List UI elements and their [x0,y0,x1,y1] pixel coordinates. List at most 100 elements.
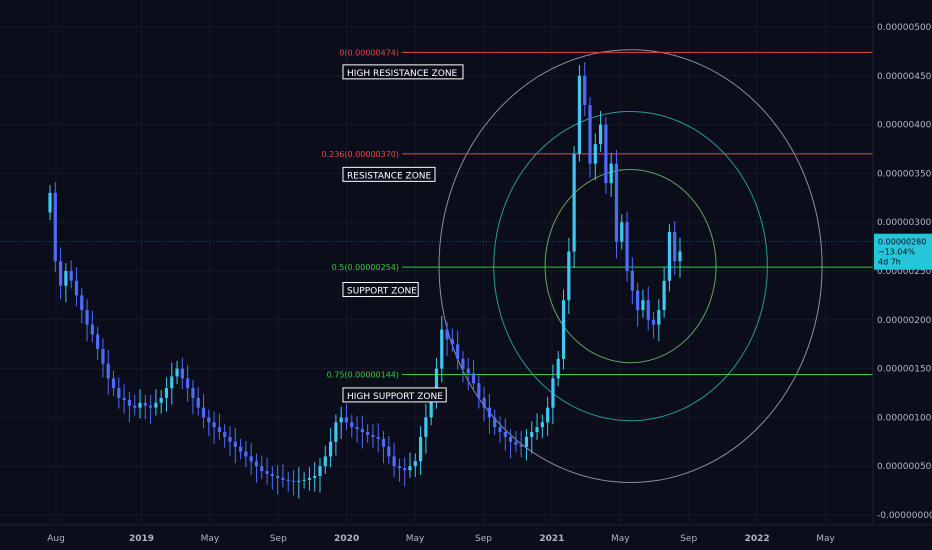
current-price-change: −13.04% [878,248,916,257]
price-tick-label: 0.00000350 [877,169,932,179]
candle-body [96,334,100,350]
candle-body [302,479,306,481]
candle-body [646,300,650,320]
candle-body [318,466,322,476]
fib-circle-inner [544,169,717,364]
candle-body [503,432,507,437]
candle-body [556,358,560,379]
candle-body [260,466,264,472]
candle-body [530,432,534,437]
candle-body [249,456,253,462]
candle-body [418,436,423,462]
candle-body [614,163,619,242]
candle-body [429,397,433,418]
candle-body [487,407,492,418]
candle-body [286,479,290,481]
zone-label: RESISTANCE ZONE [347,171,432,181]
time-tick-label: May [816,534,835,544]
candle-body [567,251,571,301]
candle-body [265,471,269,475]
candle-body [461,358,465,369]
candle-body [64,271,68,286]
candle-body [313,475,317,478]
candle-body [175,368,179,377]
candle-body [85,310,89,325]
candle-countdown: 4d 7h [878,258,901,267]
candle-body [625,222,629,271]
candle-body [106,363,110,379]
candle-body [471,373,476,384]
candle-body [217,427,222,433]
candle-body [456,344,460,359]
candle-body [583,75,587,106]
current-price-tag: 0.00000280−13.04%4d 7h [874,233,932,270]
candle-body [138,402,142,408]
price-axis[interactable]: 0.00000500 0.00000450 0.00000400 0.00000350… [877,23,932,521]
candle-body [524,436,529,447]
candle-body [276,475,280,478]
candle-body [482,397,486,408]
candle-body [334,422,338,442]
candle-body [180,368,184,379]
candle-body [598,124,603,145]
time-tick-label: 2020 [334,534,359,544]
price-tick-label: 0.00000200 [877,316,932,326]
candle-body [254,461,259,467]
candle-body [604,124,608,184]
time-axis[interactable]: Aug 2019 May Sep 2020 May Sep 2021 May Sep 2022 May [47,534,835,544]
zone-box [342,282,419,298]
candle-body [636,290,640,311]
candlesticks [48,62,682,499]
candle-body [535,427,539,433]
fib-level-label: 0.5(0.00000254) [332,263,399,272]
candle-body [577,75,582,154]
time-tick-label: Sep [680,534,697,544]
price-tick-label: 0.00000400 [877,121,932,131]
candle-body [80,295,84,311]
candle-body [133,405,137,408]
time-tick-label: May [406,534,425,544]
candle-body [191,388,195,398]
candle-body [117,388,121,398]
price-tick-label: -0.00000000 [877,511,932,521]
candle-body [164,388,169,398]
candle-body [403,468,407,471]
price-tick-label: 0.00000150 [877,365,932,375]
zone-label: HIGH RESISTANCE ZONE [347,69,458,79]
price-tag-box [874,233,932,270]
candle-body [546,407,550,423]
price-tick-label: 0.00000450 [877,72,932,82]
candle-body [588,105,592,164]
price-tick-label: 0.00000050 [877,462,932,472]
candle-body [413,461,417,467]
candle-body [297,480,301,482]
candle-body [493,417,497,428]
candle-body [371,434,375,437]
candle-body [53,192,57,262]
candle-body [74,280,79,296]
candle-body [572,153,576,252]
candle-body [127,399,132,406]
candle-body [307,477,312,480]
candle-body [223,432,227,437]
candle-body [291,480,296,482]
candle-body [339,417,343,423]
candle-body [244,451,248,457]
candle-body [69,271,73,281]
candle-body [514,441,518,445]
current-price-value: 0.00000280 [878,238,926,247]
candle-body [376,436,380,439]
candle-body [673,231,677,262]
candle-body [323,456,327,467]
candle-body [48,192,52,213]
candle-body [159,397,163,403]
candle-body [678,251,682,262]
candle-body [445,329,449,340]
candle-body [630,271,634,291]
candle-body [122,397,126,400]
fib-level-label: 0.75(0.00000144) [327,370,399,379]
time-tick-label: Sep [475,534,492,544]
candle-body [561,300,566,359]
